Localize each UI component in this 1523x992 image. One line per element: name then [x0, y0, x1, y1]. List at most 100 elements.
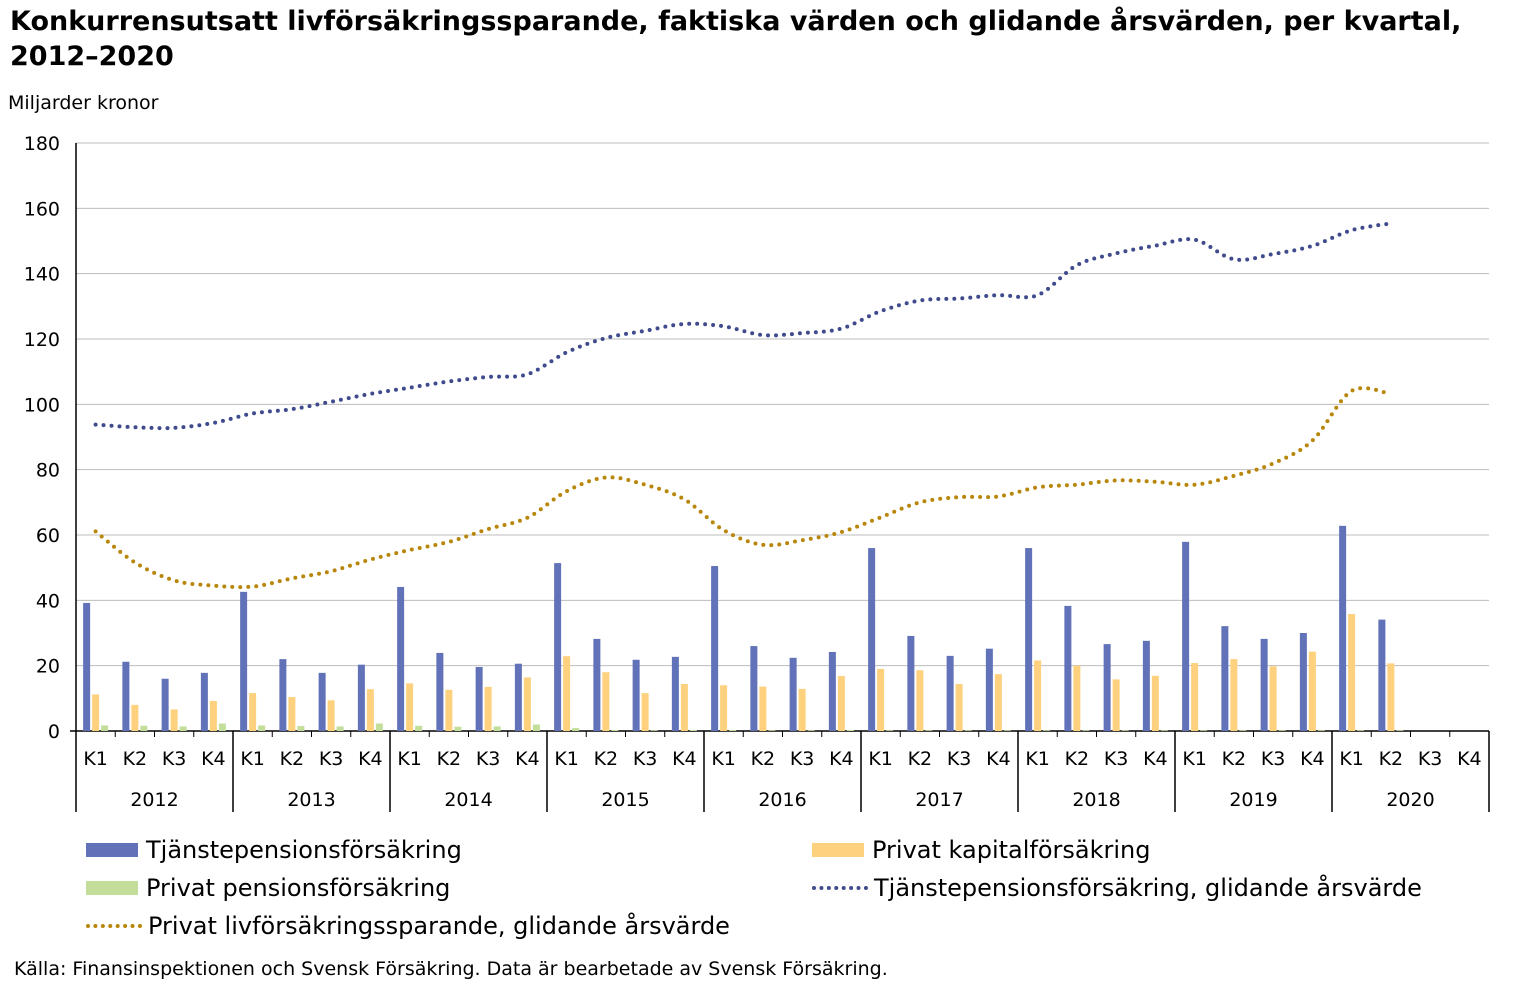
bar — [985, 648, 993, 731]
x-tick-label: K4 — [986, 748, 1011, 770]
year-label: 2016 — [758, 789, 806, 811]
bar — [1230, 659, 1238, 731]
x-tick-label: K4 — [1457, 748, 1482, 770]
bar — [122, 661, 130, 731]
x-tick-label: K3 — [947, 748, 972, 770]
bar — [1112, 679, 1120, 731]
bar — [436, 652, 444, 731]
x-tick-label: K4 — [515, 748, 540, 770]
bar — [1357, 730, 1365, 731]
bar — [925, 730, 933, 731]
x-tick-label: K3 — [633, 748, 658, 770]
bar — [454, 726, 462, 731]
x-tick-label: K3 — [162, 748, 187, 770]
bar — [366, 689, 374, 731]
bar — [916, 670, 924, 731]
bar — [1221, 626, 1229, 731]
bar — [200, 672, 208, 731]
year-label: 2019 — [1229, 789, 1277, 811]
bar — [101, 725, 109, 731]
x-tick-label: K4 — [829, 748, 854, 770]
bar — [877, 668, 885, 731]
x-tick-label: K4 — [1143, 748, 1168, 770]
year-label: 2017 — [915, 789, 963, 811]
bar — [1082, 730, 1090, 731]
bar — [1142, 640, 1150, 731]
x-tick-label: K2 — [1379, 748, 1404, 770]
bar — [1278, 730, 1286, 731]
bar — [131, 704, 139, 731]
series-line — [93, 221, 1393, 431]
bar — [994, 674, 1002, 731]
bar — [886, 730, 894, 731]
bar — [759, 686, 767, 731]
bar — [1121, 730, 1129, 731]
x-tick-label: K2 — [1065, 748, 1090, 770]
x-tick-label: K1 — [240, 748, 265, 770]
bar — [297, 726, 305, 731]
series-line — [93, 386, 1393, 590]
bar — [140, 725, 148, 731]
y-tick-label: 160 — [24, 198, 60, 220]
y-tick-label: 60 — [36, 525, 60, 547]
x-tick-label: K2 — [437, 748, 462, 770]
year-label: 2013 — [287, 789, 335, 811]
bar — [336, 726, 344, 731]
bar — [327, 700, 335, 731]
bar — [720, 685, 728, 731]
bar — [1396, 730, 1404, 731]
bar — [789, 657, 797, 731]
bar — [632, 659, 640, 731]
source-note: Källa: Finansinspektionen och Svensk För… — [14, 958, 888, 980]
x-tick-label: K3 — [1104, 748, 1129, 770]
bar — [92, 694, 100, 731]
y-tick-label: 100 — [24, 394, 60, 416]
bar — [1025, 548, 1033, 731]
bar — [750, 646, 758, 731]
y-tick-label: 80 — [36, 460, 60, 482]
bar — [798, 688, 806, 731]
bar — [729, 730, 737, 731]
x-tick-label: K1 — [1339, 748, 1364, 770]
bar — [671, 656, 679, 731]
bar — [209, 700, 217, 731]
x-tick-label: K2 — [280, 748, 305, 770]
bar — [554, 563, 562, 731]
x-tick-label: K3 — [476, 748, 501, 770]
x-tick-label: K2 — [908, 748, 933, 770]
x-tick-label: K3 — [790, 748, 815, 770]
bar — [397, 586, 405, 731]
bar — [249, 693, 257, 731]
bar — [1103, 644, 1111, 731]
year-label: 2014 — [444, 789, 492, 811]
bar — [83, 602, 91, 731]
bar — [1378, 619, 1386, 731]
bar — [1387, 663, 1395, 731]
bar — [279, 659, 287, 731]
x-tick-label: K4 — [1300, 748, 1325, 770]
x-tick-label: K4 — [201, 748, 226, 770]
year-label: 2015 — [601, 789, 649, 811]
bar — [964, 730, 972, 731]
bar — [475, 666, 483, 731]
x-tick-label: K1 — [1025, 748, 1050, 770]
bar — [1043, 730, 1051, 731]
x-tick-label: K1 — [554, 748, 579, 770]
bar — [946, 655, 954, 731]
bar — [807, 730, 815, 731]
bar — [240, 591, 248, 731]
y-tick-label: 140 — [24, 264, 60, 286]
bar — [1064, 605, 1072, 731]
x-tick-label: K2 — [1222, 748, 1247, 770]
bar — [955, 683, 963, 731]
bar — [1269, 666, 1277, 731]
bar — [711, 566, 719, 731]
bar — [179, 726, 187, 731]
bar — [493, 726, 501, 731]
bar — [680, 683, 688, 731]
bar — [484, 686, 492, 731]
bar — [650, 730, 658, 731]
bar — [837, 676, 845, 731]
bar — [593, 638, 601, 731]
